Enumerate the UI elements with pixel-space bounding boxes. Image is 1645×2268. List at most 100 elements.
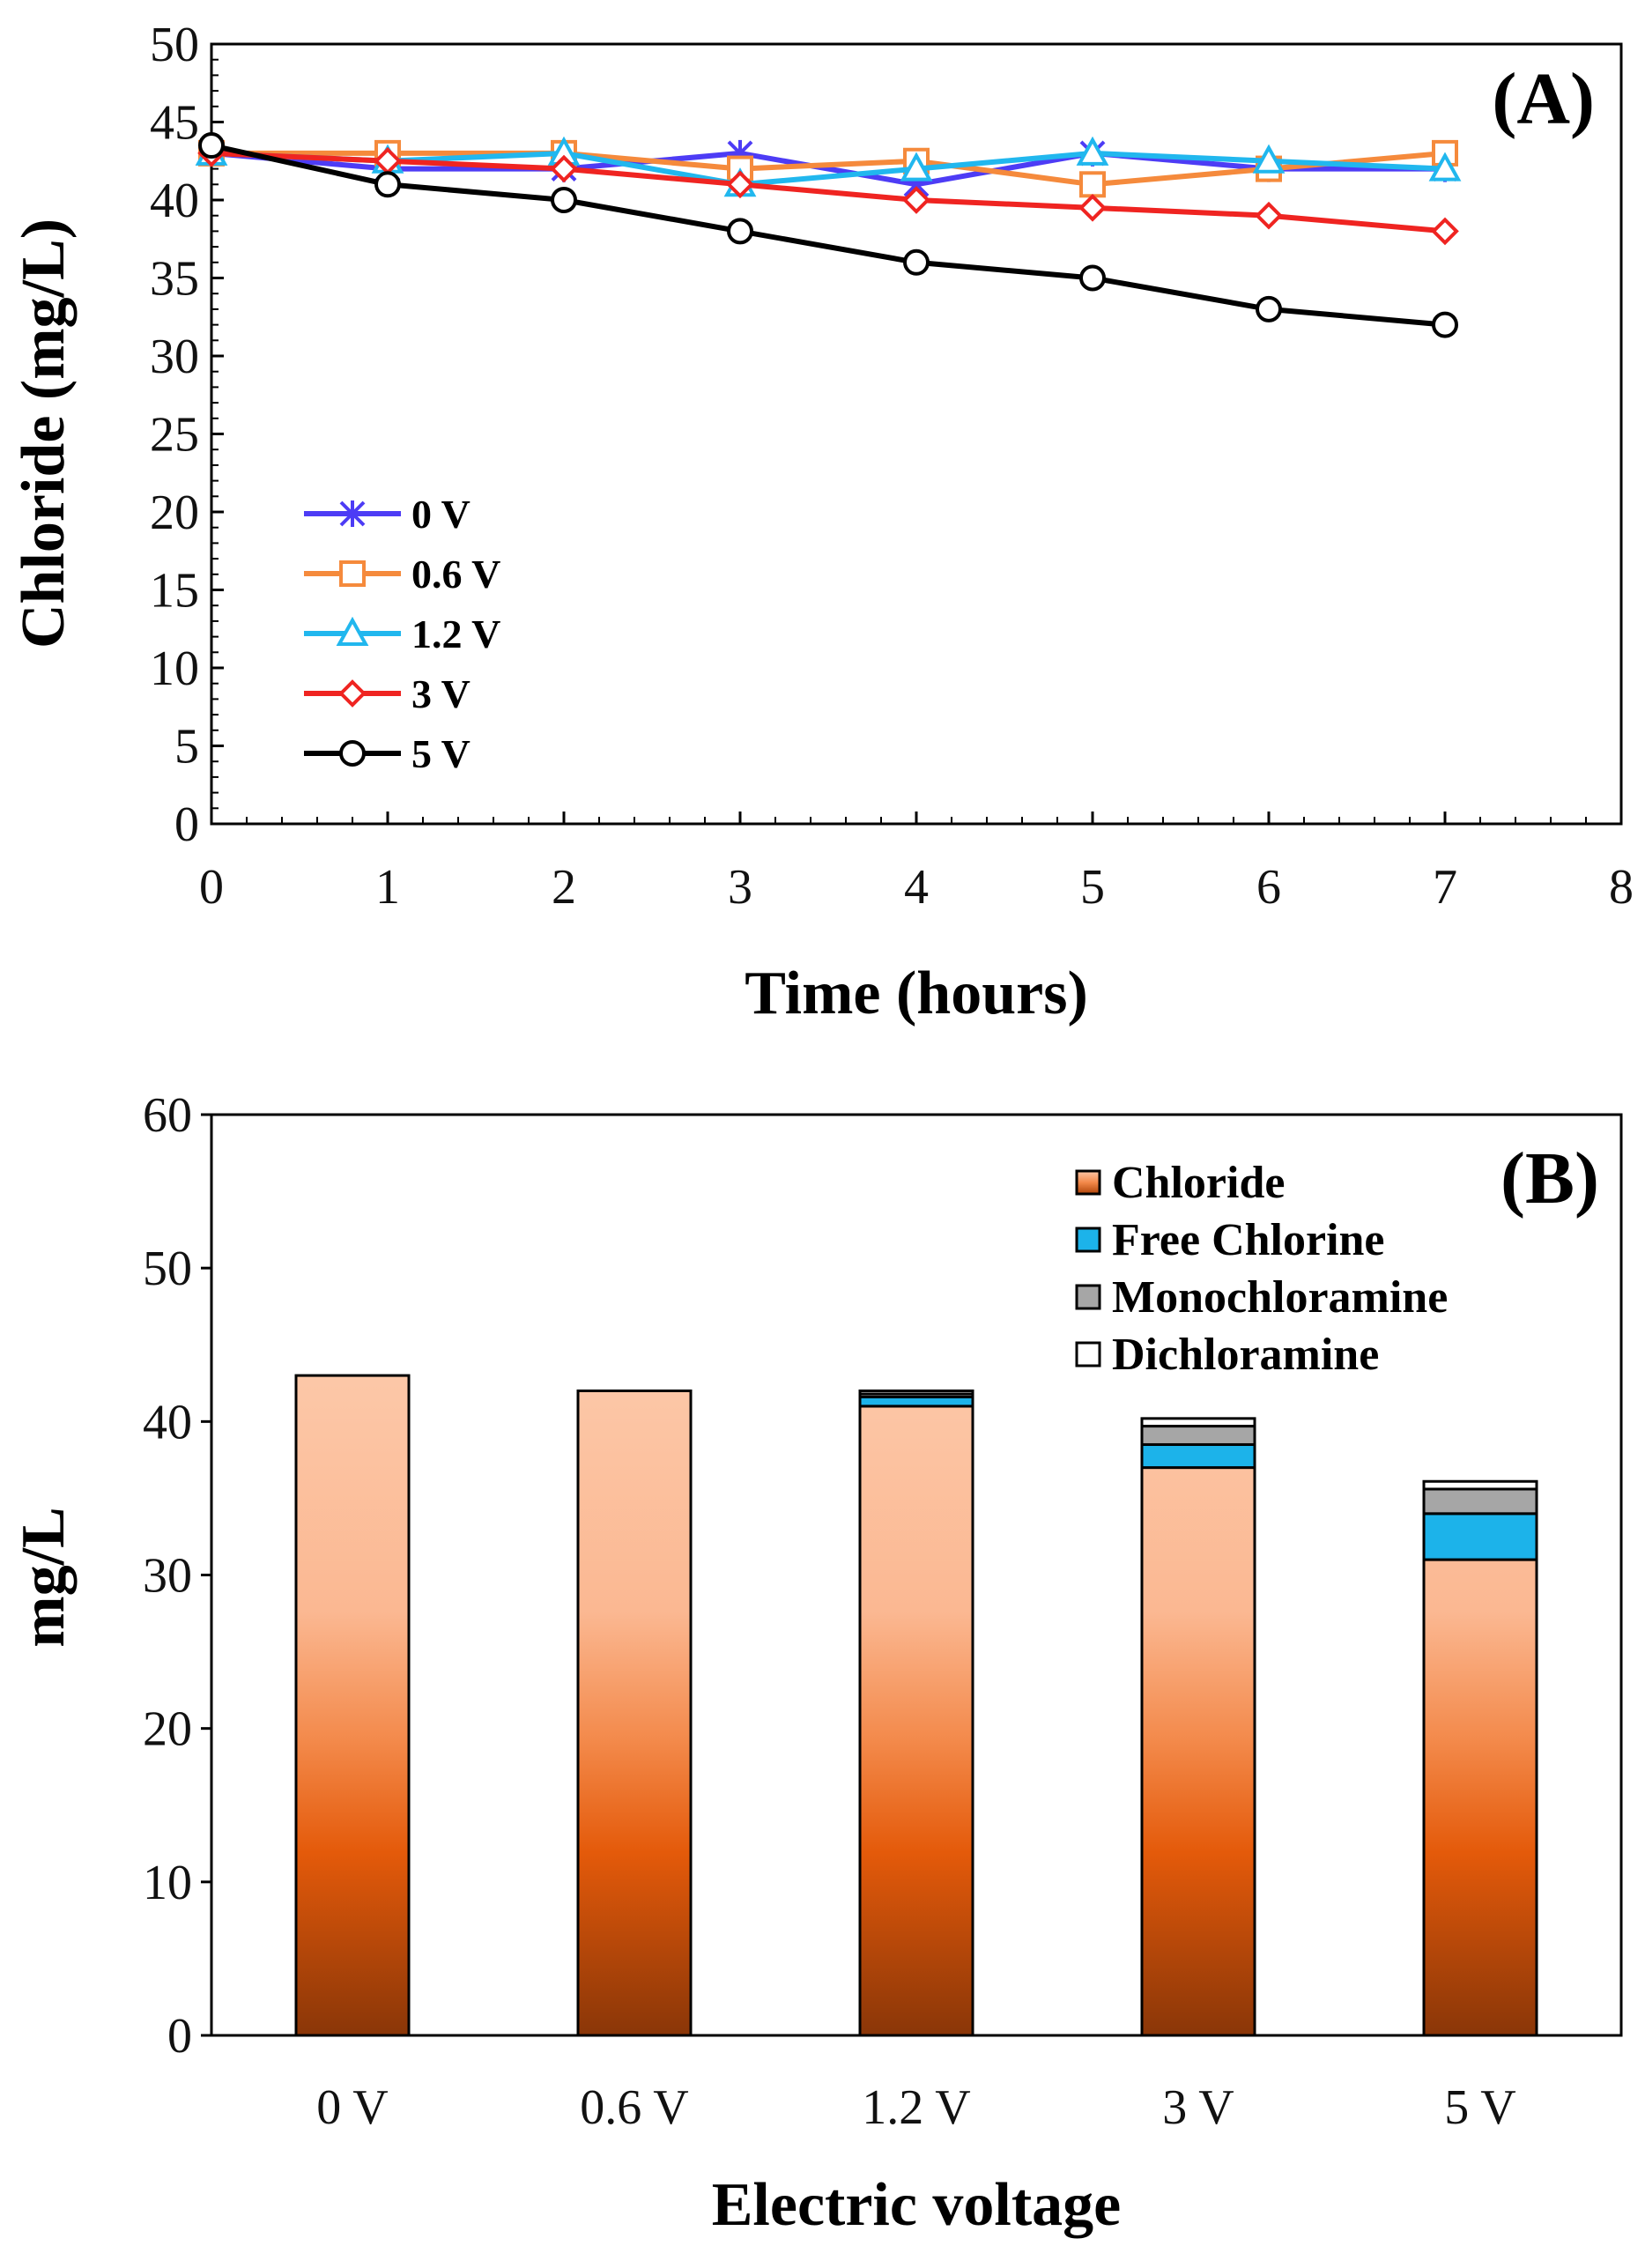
data-point-a — [1079, 171, 1106, 198]
x-axis-title-a: Time (hours) — [745, 960, 1088, 1027]
x-axis-ticks-a: 0 1 2 3 4 5 6 7 8 — [199, 812, 1634, 915]
y-tick-label-a: 5 — [174, 720, 199, 775]
y-axis-title-b: mg/L — [10, 1507, 78, 1647]
legend-marker-a — [338, 679, 367, 708]
bar-segment-b — [576, 1390, 693, 2037]
legend-label-a: 5 V — [411, 731, 471, 776]
legend-entry-b: Chloride — [1075, 1158, 1285, 1208]
y-tick-label-a: 15 — [150, 564, 199, 619]
legend-entry-a: 0 V — [304, 492, 471, 537]
y-tick-label-b: 40 — [143, 1395, 192, 1449]
legend-label-a: 0 V — [411, 492, 471, 537]
data-point-a — [1076, 136, 1109, 166]
panel-label-b: (B) — [1501, 1138, 1599, 1219]
legend-label-a: 1.2 V — [411, 611, 500, 656]
x-tick-label-b: 3 V — [1162, 2080, 1234, 2135]
data-point-a — [198, 132, 225, 159]
y-tick-label-b: 30 — [143, 1549, 192, 1604]
bars-b — [294, 1374, 1538, 2037]
y-tick-label-a: 0 — [174, 797, 199, 852]
bar-segment-b — [858, 1390, 974, 1396]
data-point-a — [1431, 217, 1459, 246]
y-tick-label-b: 0 — [167, 2009, 192, 2064]
y-tick-label-a: 50 — [150, 18, 199, 72]
data-point-a — [551, 187, 577, 213]
y-axis-ticks-a: 0 5 10 15 20 25 30 35 40 45 50 — [150, 18, 224, 852]
bar-segment-b — [1422, 1479, 1538, 1491]
series-lines-a — [195, 132, 1462, 338]
bar-segment-b — [294, 1374, 411, 2037]
y-tick-label-a: 30 — [150, 330, 199, 384]
legend-entry-a: 3 V — [304, 671, 471, 716]
bar-segment-b — [1140, 1442, 1256, 1470]
legend-marker-a — [339, 560, 366, 587]
legend-label-b: Dichloramine — [1112, 1330, 1379, 1380]
bar-segment-b — [1422, 1487, 1538, 1516]
legend-swatch-b — [1075, 1341, 1101, 1367]
legend-swatch-b — [1075, 1284, 1101, 1310]
legend-b: Chloride Free Chlorine Monochloramine Dichl… — [1075, 1158, 1448, 1380]
y-axis-ticks-b: 0 10 20 30 40 50 60 — [143, 1088, 211, 2064]
x-tick-label-a: 5 — [1080, 860, 1105, 915]
x-tick-label-a: 3 — [728, 860, 752, 915]
data-point-a — [900, 152, 933, 182]
legend-label-b: Monochloramine — [1112, 1272, 1448, 1323]
data-point-a — [374, 171, 401, 198]
x-axis-title-b: Electric voltage — [712, 2171, 1122, 2239]
y-axis-title-a: Chloride (mg/L) — [10, 219, 78, 649]
x-tick-label-b: 5 V — [1444, 2080, 1515, 2135]
legend-label-b: Free Chlorine — [1112, 1215, 1385, 1265]
data-point-a — [1079, 264, 1106, 292]
series-line-a — [211, 150, 1445, 188]
data-point-a — [1078, 194, 1107, 222]
series-line-a — [211, 150, 1446, 234]
x-axis-ticks-b: 0 V 0.6 V 1.2 V 3 V 5 V — [316, 2080, 1515, 2135]
data-point-a — [1255, 201, 1283, 230]
y-tick-label-b: 20 — [143, 1702, 192, 1757]
x-tick-label-a: 6 — [1256, 860, 1281, 915]
legend-swatch-b — [1075, 1227, 1101, 1253]
bar-segment-b — [1422, 1512, 1538, 1561]
bar-segment-b — [858, 1405, 974, 2037]
data-point-a — [902, 186, 930, 214]
legend-marker-a — [336, 616, 369, 646]
bar-segment-b — [1140, 1425, 1256, 1446]
y-tick-label-a: 20 — [150, 485, 199, 540]
x-tick-label-a: 7 — [1433, 860, 1457, 915]
legend-swatch-b — [1075, 1169, 1101, 1196]
series-line-a — [211, 143, 1446, 328]
x-tick-label-b: 0.6 V — [580, 2080, 688, 2135]
x-tick-label-a: 8 — [1609, 860, 1634, 915]
legend-entry-a: 0.6 V — [304, 552, 500, 597]
x-tick-label-a: 2 — [552, 860, 576, 915]
y-tick-label-a: 25 — [150, 408, 199, 463]
y-tick-label-b: 10 — [143, 1856, 192, 1910]
data-point-a — [726, 170, 754, 199]
legend-label-b: Chloride — [1112, 1158, 1285, 1208]
legend-entry-a: 1.2 V — [304, 611, 500, 656]
data-point-a — [1256, 295, 1282, 322]
x-tick-label-a: 1 — [375, 860, 400, 915]
x-tick-label-b: 1.2 V — [862, 2080, 970, 2135]
legend-marker-a — [339, 500, 366, 527]
y-tick-label-b: 60 — [143, 1088, 192, 1143]
panel-b: 0 10 20 30 40 50 60 0 V 0.6 V 1.2 V 3 V 5 V Chlori… — [10, 1088, 1623, 2239]
data-point-a — [1428, 152, 1462, 182]
x-tick-label-a: 4 — [904, 860, 929, 915]
data-point-a — [1432, 311, 1458, 338]
x-tick-label-b: 0 V — [316, 2080, 388, 2135]
y-tick-label-a: 45 — [150, 96, 199, 151]
legend-entry-b: Free Chlorine — [1075, 1215, 1385, 1265]
panel-label-a: (A) — [1492, 58, 1595, 140]
data-point-a — [1252, 144, 1286, 174]
data-point-a — [727, 218, 753, 245]
legend-entry-b: Dichloramine — [1075, 1330, 1379, 1380]
bar-segment-b — [1422, 1558, 1538, 2037]
legend-a: 0 V 0.6 V 1.2 V 3 V 5 V — [304, 492, 500, 776]
legend-entry-b: Monochloramine — [1075, 1272, 1448, 1323]
y-tick-label-a: 10 — [150, 641, 199, 696]
y-tick-label-a: 40 — [150, 174, 199, 228]
y-tick-label-b: 50 — [143, 1241, 192, 1296]
